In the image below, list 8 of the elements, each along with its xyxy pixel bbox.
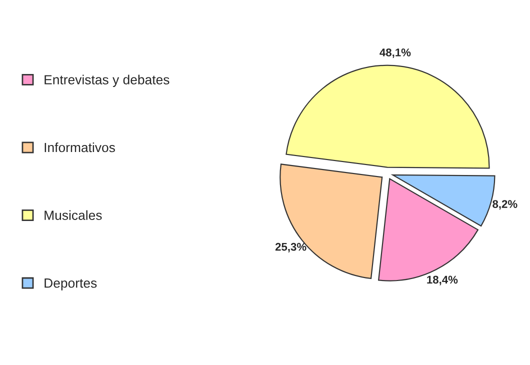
legend-label: Entrevistas y debates [44, 74, 170, 88]
data-label: 18,4% [427, 276, 458, 286]
data-label: 48,1% [380, 48, 411, 58]
legend-label: Musicales [44, 210, 102, 220]
data-label: 8,2% [492, 200, 518, 210]
data-label: 25,3% [275, 242, 306, 252]
legend-label: Informativos [44, 142, 115, 152]
legend-label: Deportes [44, 278, 97, 290]
